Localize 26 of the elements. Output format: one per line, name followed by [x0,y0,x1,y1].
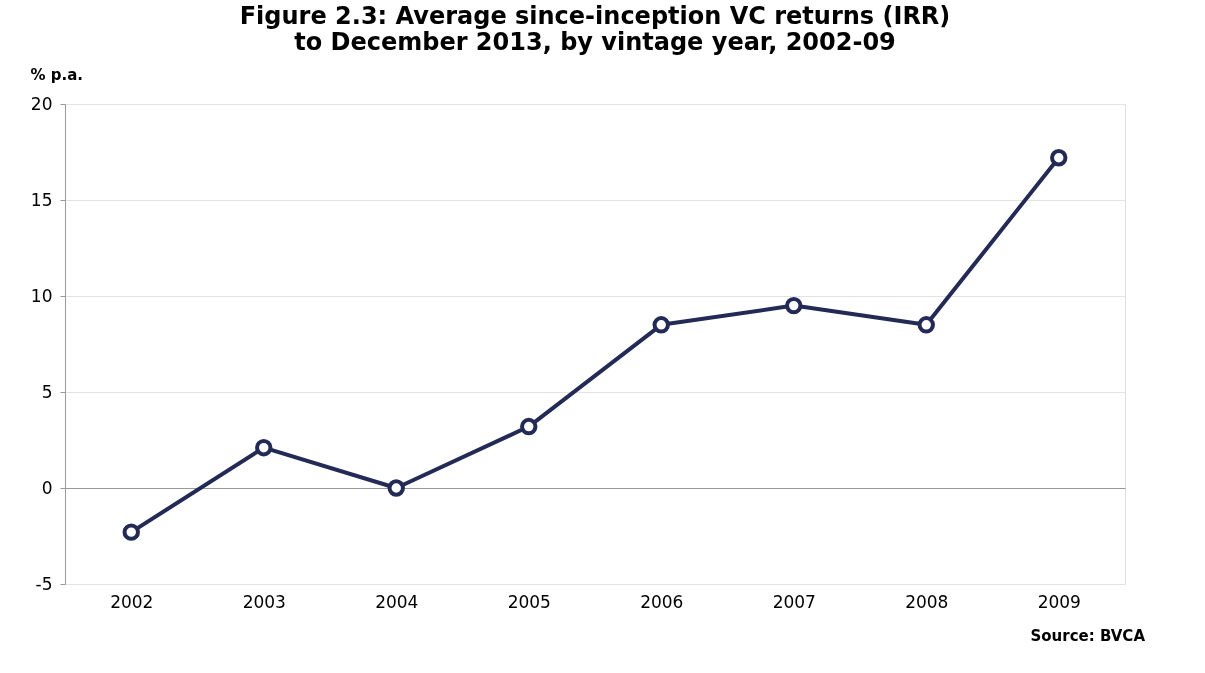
y-tick-label: 0 [41,477,53,498]
point [785,296,803,315]
text: Figure 2.3: Average since-inception VC returns (IRR) [239,2,951,30]
point [387,479,405,497]
x-tick-label: 2009 [1037,591,1081,612]
x-tick-label: 2008 [905,591,949,612]
y-tick-label: 10 [30,285,53,306]
point [122,523,140,541]
x-tick-label: 2007 [772,591,816,612]
y-axis-title: % p.a. [30,65,84,84]
y-tick-label: 5 [41,381,53,402]
x-tick-label: 2005 [507,591,551,612]
point [917,316,935,334]
y-tick-label: 20 [30,93,53,114]
y-tick-label: -5 [35,573,53,594]
x-tick-label: 2002 [110,591,154,612]
source-note: Source: BVCA [1030,627,1146,645]
x-tick-label: 2003 [242,591,286,612]
x-tick-label: 2004 [375,591,419,612]
point [255,438,273,457]
x-tick-label: 2006 [640,591,684,612]
text: to December 2013, by vintage year, 2002-09 [294,28,896,56]
point [520,417,538,436]
y-tick-label: 15 [30,189,53,210]
point [652,316,670,334]
point [1050,149,1068,167]
